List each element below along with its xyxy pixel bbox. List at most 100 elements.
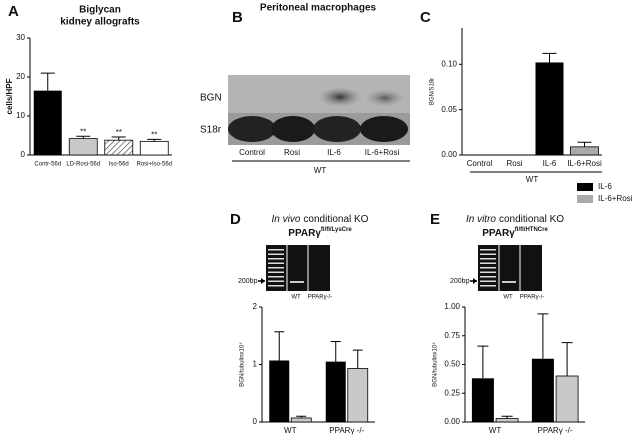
- gel-lane-label: WT: [503, 295, 513, 301]
- x-tick-label: IL-6: [543, 159, 557, 168]
- y-axis-label: BGN/S18r: [430, 78, 436, 105]
- subtitle-italic: In vivo: [272, 214, 301, 225]
- panel-letter: C: [420, 9, 431, 26]
- subtitle-italic: In vitro: [466, 214, 496, 225]
- y-tick-label: 0: [21, 150, 26, 159]
- panel-letter: E: [430, 211, 440, 228]
- significance: **: [116, 128, 122, 137]
- gel-ladder-band: [480, 267, 496, 269]
- x-tick-label: PPARγ -/-: [329, 426, 364, 435]
- chart-subtitle: In vitro conditional KO: [466, 214, 564, 225]
- gel-ladder-band: [268, 267, 284, 269]
- gel-ladder-band: [480, 262, 496, 264]
- x-tick-label: Contr-56d: [34, 162, 61, 168]
- bar: [68, 138, 98, 156]
- legend-label: IL-6+Rosi: [598, 194, 633, 203]
- x-tick-label: WT: [489, 426, 502, 435]
- gel-ladder-band: [268, 276, 284, 278]
- y-tick-label: 0.50: [444, 360, 460, 369]
- bar: [347, 368, 369, 423]
- gel-ladder-band: [480, 280, 496, 282]
- bar: [531, 358, 554, 422]
- blot-row-label: S18r: [200, 125, 222, 136]
- gel-ladder-band: [268, 249, 284, 251]
- gel-band: [502, 281, 516, 283]
- chart-title: Biglycan: [79, 5, 121, 16]
- gel-ladder-band: [268, 258, 284, 260]
- error-bar: [76, 135, 91, 139]
- gel-ladder-band: [480, 249, 496, 251]
- y-tick-label: 0.75: [444, 331, 460, 340]
- y-tick-label: 1.00: [444, 302, 460, 311]
- chart-subtitle: In vivo conditional KO: [272, 214, 369, 225]
- x-tick-label: Rosi: [506, 159, 522, 168]
- bar: [570, 146, 599, 156]
- error-bar: [352, 349, 363, 369]
- gel-band: [290, 281, 304, 283]
- y-axis-label: BGN/tubulinx10⁴: [239, 342, 246, 387]
- x-tick-label: Iso-56d: [109, 162, 129, 168]
- error-bar: [501, 415, 513, 419]
- gel-ladder-band: [268, 262, 284, 264]
- gel-ladder-band: [268, 271, 284, 273]
- gel-ladder-band: [480, 258, 496, 260]
- y-tick-label: 0.25: [444, 388, 460, 397]
- subtitle-text: conditional KO: [303, 214, 368, 225]
- y-tick-label: 20: [16, 72, 25, 81]
- y-tick-label: 1: [253, 360, 258, 369]
- blot-lane-label: IL-6+Rosi: [365, 148, 400, 157]
- y-tick-label: 2: [253, 302, 258, 311]
- group-label: WT: [526, 175, 539, 184]
- bar: [555, 375, 579, 423]
- error-bar: [330, 341, 341, 362]
- y-axis-label: cells/HPF: [5, 78, 14, 114]
- error-bar: [561, 342, 573, 376]
- chart-title: kidney allografts: [60, 17, 140, 28]
- gel-marker-arrowhead: [473, 278, 477, 284]
- significance: **: [151, 131, 157, 140]
- y-tick-label: 0.10: [441, 59, 457, 68]
- gel-ladder-band: [268, 285, 284, 287]
- gene-name: PPARγ: [482, 228, 515, 239]
- legend-label: IL-6: [598, 182, 612, 191]
- bar: [33, 90, 62, 155]
- x-tick-label: IL-6+Rosi: [567, 159, 602, 168]
- error-bar: [577, 141, 592, 147]
- gene-sup: fl/fl/HTNCre: [515, 227, 549, 233]
- panel-letter: A: [8, 3, 19, 20]
- panel-letter: B: [232, 9, 243, 26]
- bar: [535, 62, 564, 155]
- gel-marker-label: 200bp: [238, 278, 258, 285]
- gene-sup: fl/fl/LysCre: [321, 227, 352, 233]
- error-bar: [542, 52, 557, 63]
- error-bar: [296, 415, 307, 418]
- y-tick-label: 30: [16, 33, 25, 42]
- gene-label: PPARγfl/fl/LysCre: [288, 227, 352, 239]
- error-bar: [537, 313, 549, 359]
- bar: [104, 139, 134, 156]
- gel-lane-label: PPARγ-/-: [520, 295, 545, 301]
- y-tick-label: 10: [16, 111, 25, 120]
- gel-lane-label: PPARγ-/-: [308, 295, 333, 301]
- gel-ladder-band: [268, 280, 284, 282]
- error-bar: [477, 345, 489, 379]
- y-tick-label: 0.00: [444, 417, 460, 426]
- blot-lane-label: Control: [239, 148, 265, 157]
- bar: [471, 378, 494, 422]
- y-tick-label: 0.05: [441, 105, 457, 114]
- gel-ladder-band: [480, 271, 496, 273]
- significance: **: [80, 127, 86, 136]
- gel-lane-label: WT: [291, 295, 301, 301]
- blot-title: Peritoneal macrophages: [260, 3, 377, 14]
- x-tick-label: LD-Rosi-56d: [66, 162, 100, 168]
- error-bar: [147, 138, 162, 142]
- gel-marker-arrowhead: [261, 278, 265, 284]
- bar: [269, 360, 290, 422]
- y-axis-label: BGN/tubulinx10⁴: [432, 342, 439, 387]
- bar: [495, 418, 519, 423]
- blot-lane-label: Rosi: [284, 148, 300, 157]
- gel-ladder-band: [268, 253, 284, 255]
- gene-name: PPARγ: [288, 228, 321, 239]
